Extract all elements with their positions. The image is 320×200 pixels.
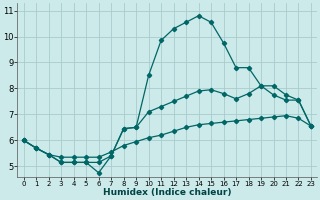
X-axis label: Humidex (Indice chaleur): Humidex (Indice chaleur) [103,188,232,197]
